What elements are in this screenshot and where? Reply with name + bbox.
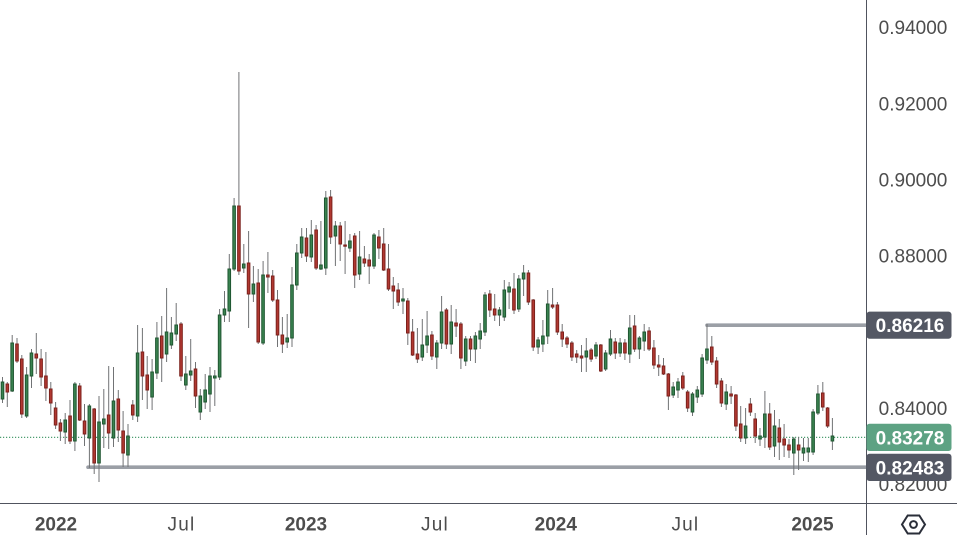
svg-text:2022: 2022 (35, 514, 77, 535)
svg-text:Jul: Jul (168, 514, 196, 535)
svg-text:0.82483: 0.82483 (876, 458, 945, 479)
svg-text:0.88000: 0.88000 (879, 247, 948, 268)
svg-text:0.84000: 0.84000 (879, 399, 948, 420)
svg-text:Jul: Jul (421, 514, 449, 535)
svg-text:0.90000: 0.90000 (879, 170, 948, 191)
svg-text:2024: 2024 (535, 514, 578, 535)
svg-text:2023: 2023 (285, 514, 327, 535)
svg-text:2025: 2025 (791, 514, 834, 535)
svg-text:0.83278: 0.83278 (876, 428, 945, 449)
svg-text:0.92000: 0.92000 (879, 94, 948, 115)
svg-text:Jul: Jul (671, 514, 699, 535)
svg-text:0.86216: 0.86216 (876, 316, 945, 337)
svg-text:0.94000: 0.94000 (879, 18, 948, 39)
